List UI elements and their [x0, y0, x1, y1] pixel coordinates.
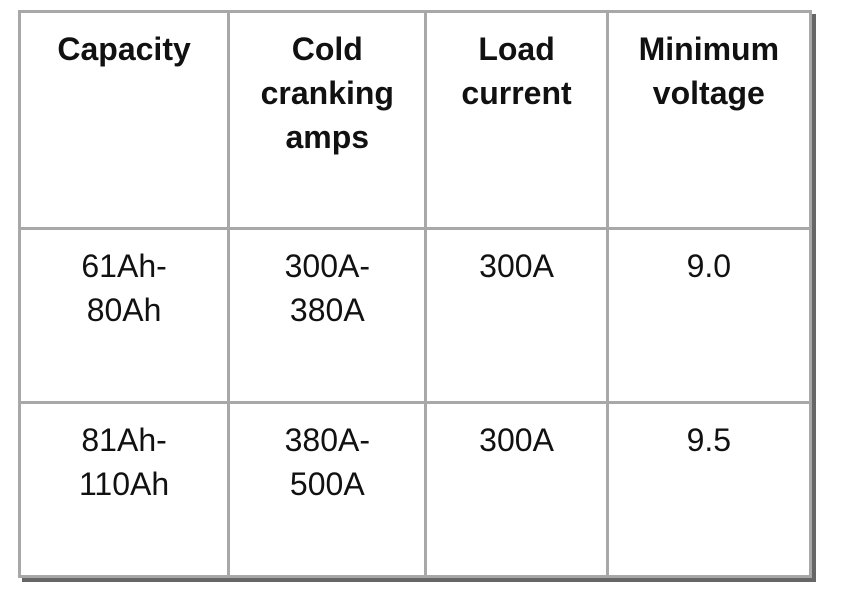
- table-cell: 300A: [424, 401, 609, 578]
- battery-table: Capacity Cold cranking amps Load current…: [17, 10, 813, 578]
- table-row: 81Ah- 110Ah 380A- 500A 300A 9.5: [17, 401, 813, 578]
- header-cell: Load current: [424, 10, 609, 230]
- table-cell: 380A- 500A: [227, 401, 428, 578]
- table-cell: 81Ah- 110Ah: [17, 401, 231, 578]
- table-row: 61Ah- 80Ah 300A- 380A 300A 9.0: [17, 227, 813, 404]
- table-cell: 61Ah- 80Ah: [17, 227, 231, 404]
- header-cell: Minimum voltage: [605, 10, 813, 230]
- table-cell: 9.5: [605, 401, 813, 578]
- header-cell: Cold cranking amps: [227, 10, 428, 230]
- header-row: Capacity Cold cranking amps Load current…: [17, 10, 813, 230]
- table-cell: 300A: [424, 227, 609, 404]
- header-cell: Capacity: [17, 10, 231, 230]
- table-cell: 300A- 380A: [227, 227, 428, 404]
- table-cell: 9.0: [605, 227, 813, 404]
